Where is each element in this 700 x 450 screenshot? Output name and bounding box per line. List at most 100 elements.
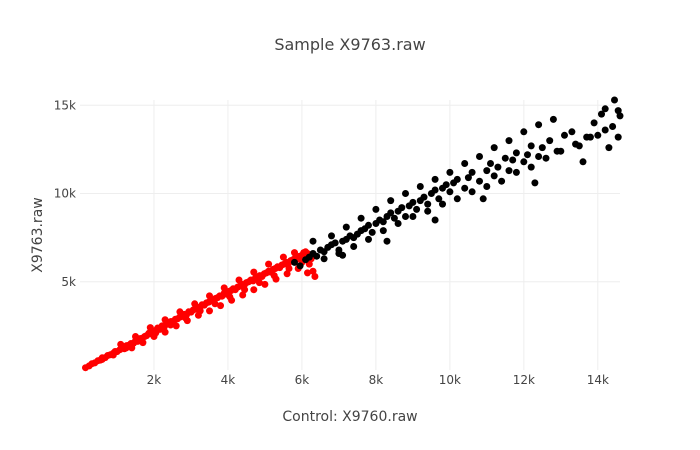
scatter-point <box>453 175 461 183</box>
x-tick-label: 14k <box>587 373 609 387</box>
scatter-point <box>265 260 273 268</box>
scatter-point <box>309 267 317 275</box>
scatter-point <box>605 144 613 152</box>
scatter-point <box>424 207 432 215</box>
scatter-point <box>431 216 439 224</box>
y-tick-label: 10k <box>54 187 76 201</box>
scatter-point <box>494 163 502 171</box>
scatter-point <box>241 286 249 294</box>
scatter-point <box>309 237 317 245</box>
scatter-point <box>255 279 263 287</box>
scatter-point <box>331 239 339 247</box>
scatter-point <box>191 300 199 308</box>
scatter-point <box>614 133 622 141</box>
scatter-point <box>394 220 402 227</box>
scatter-point <box>206 307 213 315</box>
scatter-point <box>498 177 506 185</box>
scatter-point <box>342 223 350 231</box>
scatter-point <box>211 300 219 308</box>
scatter-point <box>313 252 321 260</box>
scatter-point <box>172 322 180 330</box>
scatter-point <box>291 258 298 266</box>
scatter-point <box>398 204 406 212</box>
scatter-point <box>542 154 550 162</box>
scatter-point <box>549 115 557 123</box>
scatter-point <box>372 205 380 213</box>
y-axis-ticks: 5k 10k 15k <box>54 98 76 288</box>
scatter-point <box>490 144 498 152</box>
scatter-point <box>424 200 432 208</box>
scatter-point <box>379 227 387 235</box>
scatter-point <box>487 160 494 167</box>
scatter-point <box>524 151 531 159</box>
scatter-point <box>311 273 319 280</box>
scatter-point <box>261 280 269 288</box>
scatter-point <box>368 228 376 236</box>
scatter-point <box>535 153 543 160</box>
scatter-point <box>435 195 443 203</box>
scatter-point <box>483 183 491 190</box>
scatter-point <box>611 96 618 104</box>
scatter-point <box>546 137 554 145</box>
scatter-point <box>509 156 517 164</box>
scatter-point <box>390 214 398 222</box>
scatter-point <box>416 183 424 190</box>
scatter-point <box>128 344 136 352</box>
scatter-point <box>402 190 409 197</box>
scatter-point <box>461 184 469 192</box>
scatter-point <box>300 249 308 257</box>
y-tick-label: 5k <box>61 275 76 289</box>
scatter-point <box>161 316 169 324</box>
scatter-point <box>137 336 145 344</box>
scatter-point <box>535 121 543 129</box>
scatter-point <box>387 197 395 205</box>
scatter-point <box>409 213 417 220</box>
scatter-point <box>320 255 328 263</box>
scatter-point <box>431 186 439 194</box>
scatter-point <box>250 268 258 276</box>
scatter-point <box>409 198 417 206</box>
scatter-point <box>283 270 291 278</box>
scatter-point <box>383 237 391 245</box>
x-tick-label: 8k <box>369 373 384 387</box>
scatter-point <box>350 243 358 250</box>
scatter-point <box>206 292 213 300</box>
scatter-point <box>235 276 243 284</box>
x-tick-label: 6k <box>295 373 310 387</box>
scatter-point <box>579 158 587 166</box>
scatter-point <box>357 214 365 222</box>
x-tick-label: 2k <box>147 373 162 387</box>
scatter-point <box>446 168 454 176</box>
scatter-point <box>505 137 513 145</box>
scatter-point <box>220 284 228 292</box>
scatter-point <box>479 195 487 203</box>
chart-title: Sample X9763.raw <box>274 35 425 54</box>
y-axis-title: X9763.raw <box>30 197 46 272</box>
scatter-point <box>520 158 528 166</box>
scatter-point <box>609 123 617 130</box>
scatter-point <box>601 126 609 134</box>
scatter-point <box>270 272 278 280</box>
scatter-point <box>468 188 476 196</box>
scatter-point <box>461 160 469 167</box>
x-tick-label: 10k <box>439 373 461 387</box>
scatter-point <box>152 329 160 337</box>
scatter-point <box>561 131 568 139</box>
scatter-point <box>239 291 247 299</box>
scatter-point <box>226 293 234 301</box>
scatter-point <box>176 308 184 316</box>
x-axis-ticks: 2k 4k 6k 8k 10k 12k 14k <box>147 373 609 387</box>
scatter-point <box>296 262 304 270</box>
scatter-point <box>431 175 439 183</box>
scatter-point <box>402 213 409 220</box>
scatter-point <box>464 174 472 182</box>
scatter-point <box>439 200 446 208</box>
scatter-point <box>453 195 461 203</box>
scatter-point <box>598 110 605 118</box>
scatter-point <box>520 128 528 136</box>
scatter-point <box>557 147 565 155</box>
scatter-point <box>505 167 513 175</box>
scatter-point <box>167 321 175 329</box>
